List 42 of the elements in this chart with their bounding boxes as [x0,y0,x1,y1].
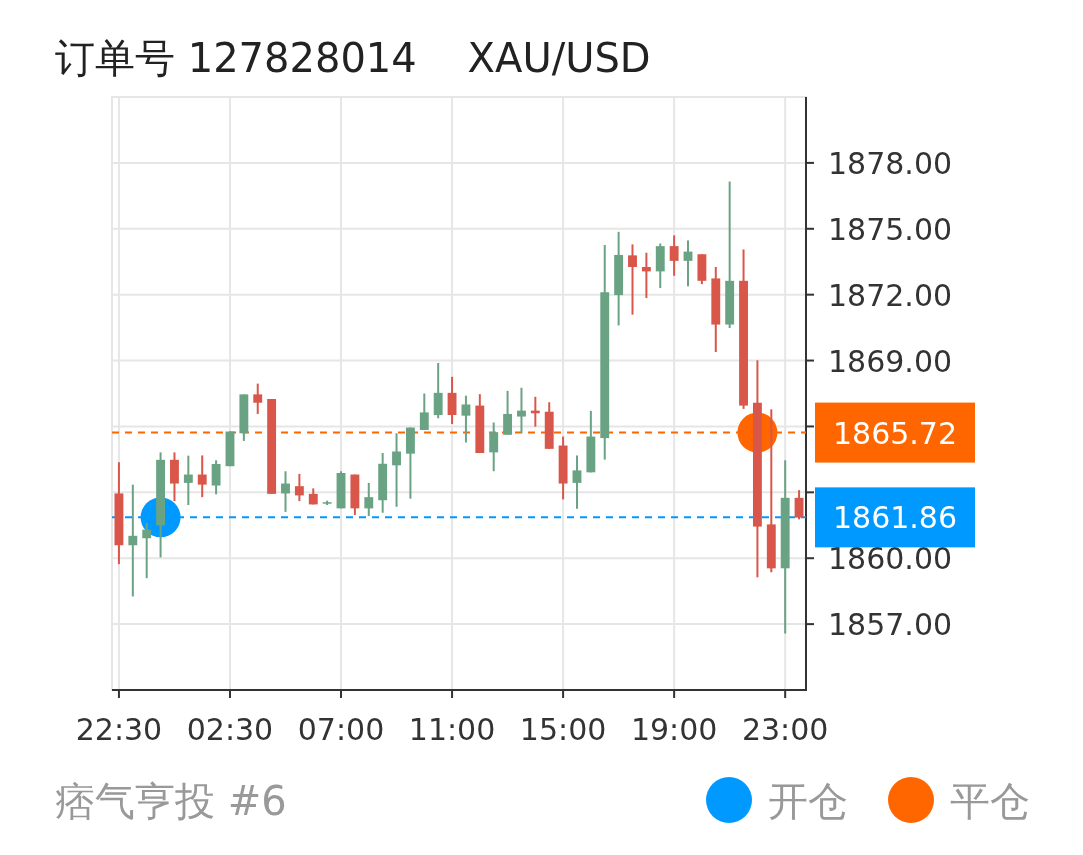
y-tick-label: 1878.00 [828,145,953,181]
candlestick [183,454,193,507]
chart-title: 订单号 127828014 XAU/USD [55,35,651,81]
candlestick [364,481,374,518]
candlestick [253,382,263,415]
ref-line-label: 1861.86 [832,500,958,536]
candlestick [447,375,457,426]
candlestick [197,454,207,499]
candlestick [461,394,471,444]
candlestick [392,432,401,508]
x-tick-label: 15:00 [519,712,607,747]
candlestick [628,243,637,316]
candlestick [211,459,221,496]
candlestick [281,470,290,513]
candlestick [503,389,513,436]
candlestick [128,483,138,598]
y-tick-label: 1857.00 [828,607,953,643]
candlestick [142,522,152,580]
candlestick [433,361,443,420]
candlestick [489,421,499,473]
legend-label: 开仓 [768,778,848,824]
candlestick [170,451,179,503]
y-tick-label: 1875.00 [828,211,953,247]
y-tick-label: 1869.00 [828,343,953,379]
x-tick-label: 22:30 [75,712,163,747]
candlestick [572,454,582,510]
x-tick-label: 11:00 [408,712,496,747]
x-tick-label: 07:00 [297,712,385,747]
candlestick [517,386,526,435]
y-tick-label: 1872.00 [828,277,953,313]
x-tick-label: 23:00 [741,712,829,747]
x-tick-label: 19:00 [630,712,718,747]
candlestick [294,472,304,503]
candlestick [669,234,679,277]
candlestick [641,251,651,299]
y-tick-label: 1860.00 [828,541,953,577]
candlestick [419,392,429,431]
x-tick-label: 02:30 [186,712,274,747]
ref-line-label: 1865.72 [832,415,958,451]
text: 痞气亨投 #6 [55,778,287,824]
candlestick [794,489,804,521]
legend-label: 平仓 [950,778,1030,824]
